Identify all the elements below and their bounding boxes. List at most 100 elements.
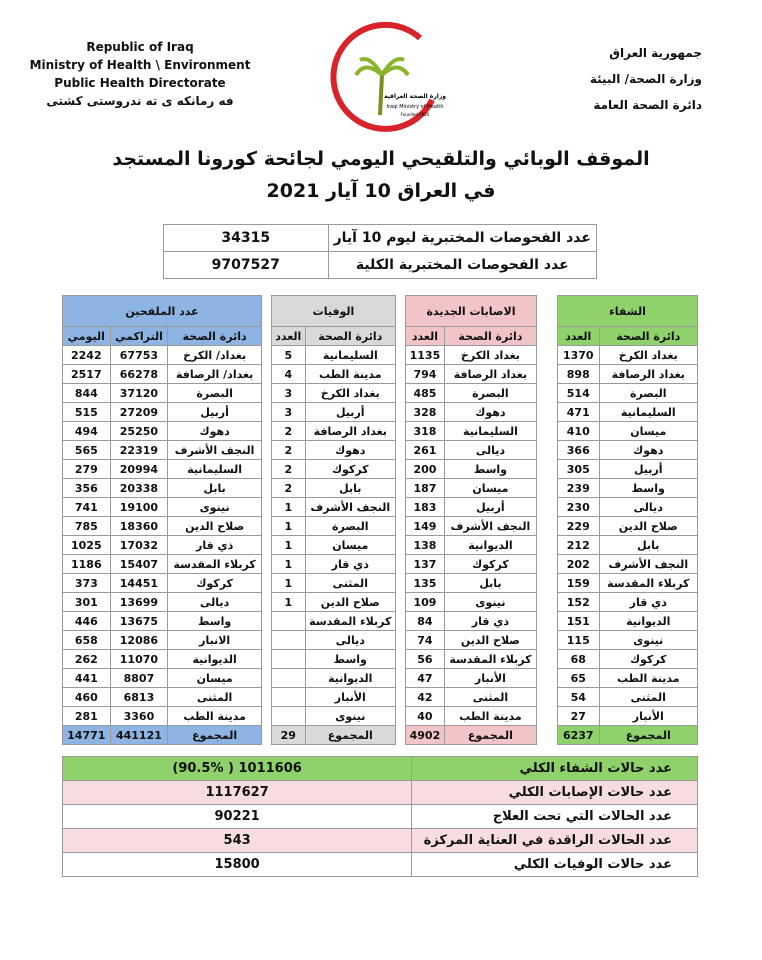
district: البصرة	[443, 383, 538, 403]
district: البصرة	[598, 383, 699, 403]
data-row: صلاح الدين 1	[271, 592, 397, 612]
data-row: كربلاء المقدسة	[271, 611, 397, 631]
data-row: نينوى	[271, 706, 397, 726]
logo-trunk	[378, 74, 384, 116]
summary-row: عدد حالات الشفاء الكلي 1011606 ( 90.5%)	[61, 756, 698, 781]
logo-leaves	[354, 57, 410, 77]
data-row: دهوك 328	[405, 402, 538, 422]
total-label: المجموع	[598, 725, 699, 745]
summary-label: عدد حالات الإصابات الكلي	[411, 780, 698, 805]
data-row: أربيل 305	[557, 459, 699, 479]
data-row: السليمانية 5	[271, 345, 397, 365]
data-row: المثنى 54	[557, 687, 699, 707]
total-label: المجموع	[443, 725, 538, 745]
data-row: واسط 13675 446	[62, 611, 262, 631]
data-row: واسط	[271, 649, 397, 669]
district: واسط	[167, 611, 262, 631]
district: الأنبار	[443, 668, 538, 688]
district: السليمانية	[443, 421, 538, 441]
count: 366	[557, 440, 600, 460]
count: 37120	[109, 383, 169, 403]
district: السليمانية	[598, 402, 699, 422]
count: 1	[271, 497, 306, 517]
count: 239	[557, 478, 600, 498]
total-label: المجموع	[167, 725, 262, 745]
column-header: العدد	[271, 326, 306, 346]
district: بابل	[167, 478, 262, 498]
district: الديوانية	[304, 668, 397, 688]
summary-label: عدد حالات الشفاء الكلي	[411, 756, 698, 781]
total-value: 6237	[557, 725, 600, 745]
district: كربلاء المقدسة	[443, 649, 538, 669]
count: 2517	[62, 364, 111, 384]
data-row: بغداد الكرخ 1370	[557, 345, 699, 365]
count: 152	[557, 592, 600, 612]
summary-row: عدد حالات الوفيات الكلي 15800	[61, 852, 698, 877]
count: 183	[405, 497, 445, 517]
count: 1	[271, 516, 306, 536]
count	[271, 668, 306, 688]
count: 47	[405, 668, 445, 688]
district: الديوانية	[598, 611, 699, 631]
district: المثنى	[598, 687, 699, 707]
data-row: المثنى 1	[271, 573, 397, 593]
summary-label: عدد حالات الوفيات الكلي	[411, 852, 698, 877]
column-row: دائرة الصحة العدد	[405, 326, 538, 346]
count: 40	[405, 706, 445, 726]
count: 1370	[557, 345, 600, 365]
total-row: المجموع 4902	[405, 725, 538, 745]
data-row: أربيل 183	[405, 497, 538, 517]
data-row: ميسان 410	[557, 421, 699, 441]
district: ديالى	[443, 440, 538, 460]
data-row: بابل 20338 356	[62, 478, 262, 498]
summary-label: عدد الحالات الراقدة في العناية المركزة	[411, 828, 698, 853]
district: صلاح الدين	[304, 592, 397, 612]
district: النجف الأشرف	[167, 440, 262, 460]
district: أربيل	[598, 459, 699, 479]
data-row: بغداد الرصافة 2	[271, 421, 397, 441]
data-row: البصرة 514	[557, 383, 699, 403]
district: بغداد الرصافة	[304, 421, 397, 441]
district: ديالى	[167, 592, 262, 612]
count: 18360	[109, 516, 169, 536]
count: 410	[557, 421, 600, 441]
data-row: صلاح الدين 18360 785	[62, 516, 262, 536]
count: 109	[405, 592, 445, 612]
data-row: نينوى 19100 741	[62, 497, 262, 517]
data-row: دهوك 25250 494	[62, 421, 262, 441]
district: دهوك	[443, 402, 538, 422]
column-header: دائرة الصحة	[443, 326, 538, 346]
district: صلاح الدين	[598, 516, 699, 536]
count: 485	[405, 383, 445, 403]
count: 135	[405, 573, 445, 593]
data-row: مدينة الطب 4	[271, 364, 397, 384]
column-header: العدد	[405, 326, 445, 346]
district: نينوى	[443, 592, 538, 612]
title-row: الاصابات الجديدة	[405, 295, 537, 327]
count	[271, 649, 306, 669]
header-line: Republic of Iraq	[86, 40, 194, 54]
district: الأنبار	[598, 706, 699, 726]
tests-row: عدد الفحوصات المختبرية الكلية 9707527	[163, 251, 598, 279]
count: 22319	[109, 440, 169, 460]
district: كركوك	[304, 459, 397, 479]
count	[271, 611, 306, 631]
data-row: كركوك 2	[271, 459, 397, 479]
data-row: البصرة 1	[271, 516, 397, 536]
data-row: الديوانية 11070 262	[62, 649, 262, 669]
logo-text: Iraqi Ministry of Health	[386, 104, 443, 110]
district: النجف الأشرف	[598, 554, 699, 574]
column-header: العدد	[557, 326, 600, 346]
summary-value: 1011606 ( 90.5%)	[61, 756, 413, 781]
data-row: الديوانية 151	[557, 611, 699, 631]
count: 68	[557, 649, 600, 669]
logo: وزارة الصحة العراقية Iraqi Ministry of H…	[330, 21, 446, 132]
count: 2242	[62, 345, 111, 365]
data-row: ديالى	[271, 630, 397, 650]
summary-row: عدد حالات الإصابات الكلي 1117627	[61, 780, 698, 805]
district: كركوك	[598, 649, 699, 669]
data-row: ذي قار 84	[405, 611, 538, 631]
summary-row: عدد الحالات الراقدة في العناية المركزة 54…	[61, 828, 698, 853]
logo-arc	[330, 21, 435, 132]
tests-table: عدد الفحوصات المختبرية ليوم 10 آيار 34315…	[163, 224, 598, 279]
